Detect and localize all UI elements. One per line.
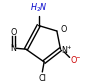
Text: O: O xyxy=(61,25,67,34)
Text: Cl: Cl xyxy=(38,74,46,83)
Text: N: N xyxy=(10,44,16,53)
Text: O: O xyxy=(70,56,76,65)
Text: O: O xyxy=(10,28,16,37)
Text: $H_2N$: $H_2N$ xyxy=(30,1,48,14)
Text: N: N xyxy=(61,46,67,55)
Text: +: + xyxy=(66,45,70,50)
Text: −: − xyxy=(76,55,80,60)
